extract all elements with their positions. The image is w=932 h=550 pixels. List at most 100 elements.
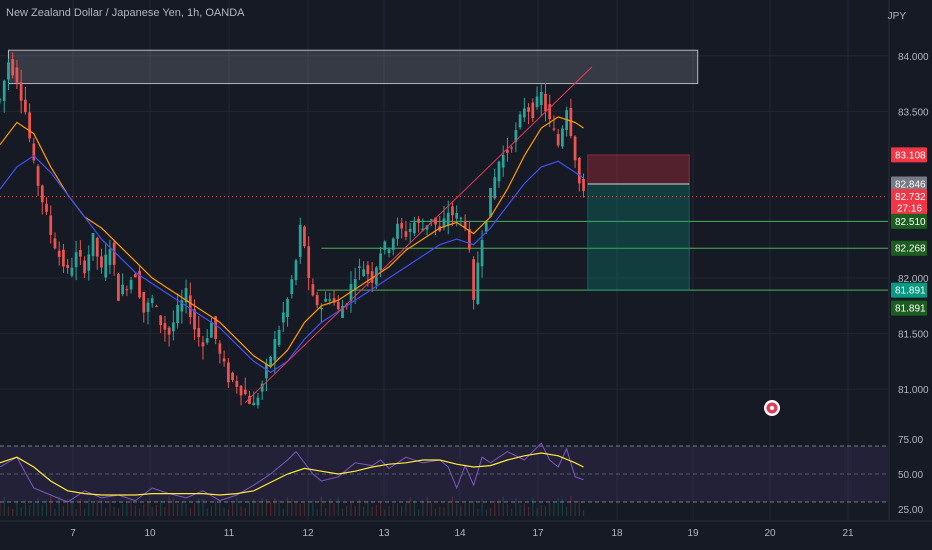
rsi-histogram-bar — [96, 500, 98, 516]
candle-body — [577, 158, 581, 184]
candle — [577, 157, 581, 192]
price-tag: 81.891 — [891, 282, 927, 298]
candle — [362, 261, 366, 277]
candle — [286, 297, 289, 327]
candle-body — [121, 284, 125, 295]
candle — [150, 294, 154, 308]
rsi-histogram-bar — [24, 500, 26, 516]
candle-body — [303, 226, 306, 247]
rsi-histogram-bar — [202, 498, 204, 516]
rsi-histogram-bar — [333, 503, 335, 516]
resistance-zone — [7, 49, 699, 85]
rsi-histogram-bar — [443, 507, 445, 516]
candle — [506, 138, 509, 162]
rsi-histogram-bar — [494, 500, 496, 516]
candle-body — [83, 260, 86, 274]
time-axis[interactable]: 7 10 11 12 13 14 17 18 19 20 21 — [0, 520, 932, 539]
rsi-histogram-bar — [160, 500, 162, 516]
candle — [421, 218, 425, 232]
candle-body — [239, 385, 243, 396]
candle-body — [413, 222, 416, 234]
candle — [226, 357, 230, 388]
candle — [40, 184, 44, 215]
candle — [332, 290, 336, 306]
candle — [387, 247, 391, 258]
candle-body — [171, 322, 175, 332]
candle — [129, 276, 133, 294]
candle — [510, 145, 514, 153]
candle — [28, 103, 31, 143]
candle-body — [252, 402, 256, 406]
candle-body — [421, 228, 425, 231]
candle-body — [112, 242, 116, 265]
candle — [290, 274, 294, 299]
candlesticks — [0, 52, 585, 409]
candle-body — [484, 220, 488, 232]
candle-body — [214, 316, 218, 339]
rsi-histogram-bar — [16, 501, 18, 516]
moving-averages — [0, 66, 593, 403]
rsi-histogram-bar — [477, 508, 479, 516]
time-tick-label: 17 — [532, 528, 544, 539]
candle — [197, 316, 201, 347]
candle — [366, 261, 370, 287]
candle-body — [163, 323, 167, 330]
rsi-histogram-bar — [363, 506, 365, 516]
rsi-histogram-bar — [519, 504, 521, 516]
candle-body — [167, 327, 171, 335]
rsi-histogram-bar — [240, 505, 242, 516]
candle-body — [455, 212, 459, 219]
rsi-histogram-bar — [337, 496, 339, 516]
candle-body — [552, 128, 556, 130]
price-axis[interactable]: 84.000 83.500 82.000 81.500 81.000 83.108 82.8… — [888, 0, 929, 520]
candle — [472, 256, 475, 310]
candle-body — [480, 240, 484, 267]
alert-marker[interactable] — [764, 400, 780, 416]
candle-body — [87, 254, 91, 271]
rsi-histogram-bar — [231, 501, 234, 516]
rsi-histogram-bar — [189, 507, 191, 516]
candle — [74, 240, 78, 281]
time-tick-label: 13 — [378, 528, 390, 539]
candle — [36, 164, 40, 197]
rsi-histogram-bar — [177, 504, 179, 516]
candle — [49, 205, 53, 244]
candle-body — [391, 238, 395, 250]
price-tag-box — [891, 147, 927, 163]
candle-body — [62, 249, 65, 267]
candle-body — [535, 96, 539, 107]
candle-body — [459, 217, 463, 219]
candle — [569, 98, 573, 139]
candle — [480, 230, 484, 278]
rsi-histogram-bar — [282, 508, 284, 516]
candle-body — [531, 102, 535, 118]
price-tag-label: 81.891 — [895, 304, 926, 315]
rsi-histogram-bar — [274, 498, 276, 516]
price-tag: 83.108 — [891, 147, 927, 163]
rsi-histogram-bar — [12, 509, 14, 516]
candle — [565, 106, 569, 137]
candle-body — [476, 262, 480, 304]
rsi-histogram-bar — [392, 503, 394, 516]
rsi-histogram-bar — [92, 503, 94, 516]
time-tick-label: 18 — [611, 528, 623, 539]
candle — [15, 59, 19, 90]
candle-body — [176, 305, 179, 323]
candle-body — [36, 166, 40, 186]
rsi-histogram-bar — [206, 508, 208, 516]
rsi-histogram-bar — [536, 508, 538, 516]
price-tag-label: 83.108 — [895, 150, 926, 161]
drawings[interactable] — [0, 49, 888, 291]
candle — [552, 115, 556, 132]
candle — [294, 258, 298, 286]
candle-body — [19, 82, 23, 101]
time-tick-label: 21 — [842, 528, 854, 539]
candle-body — [497, 161, 501, 182]
rsi-histogram-bar — [350, 502, 352, 516]
candle-body — [66, 264, 70, 268]
candle — [324, 291, 327, 303]
rsi-histogram-bar — [185, 503, 187, 516]
rsi-histogram-bar — [261, 498, 263, 516]
candle — [544, 83, 547, 122]
